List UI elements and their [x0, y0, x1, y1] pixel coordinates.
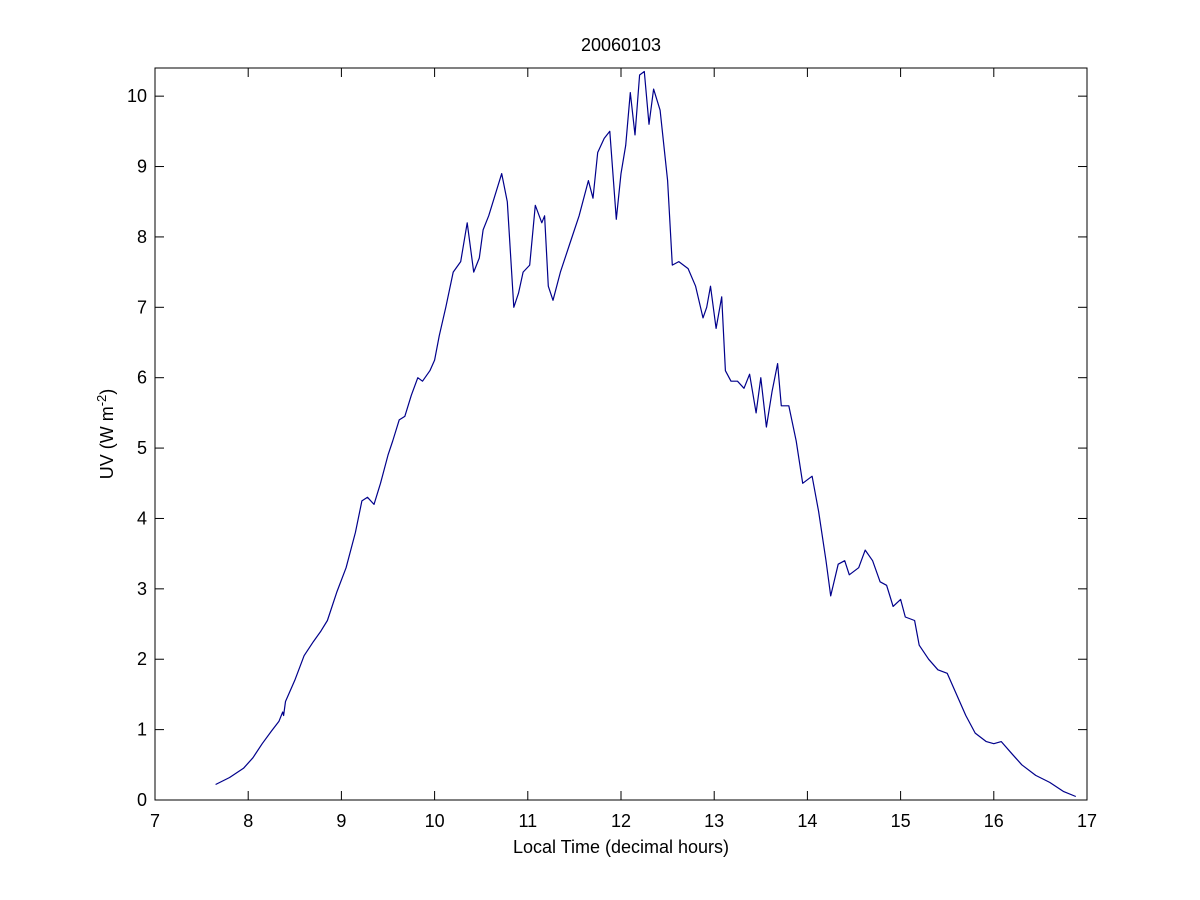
y-tick-label: 7 — [137, 297, 147, 317]
chart-title: 20060103 — [581, 35, 661, 55]
x-axis-label: Local Time (decimal hours) — [513, 837, 729, 857]
x-tick-label: 11 — [518, 811, 537, 831]
y-axis-label-exponent: -2 — [94, 395, 109, 407]
series-layer — [215, 70, 1077, 798]
y-axis-label: UV (W m-2) — [94, 389, 117, 480]
x-tick-label: 7 — [150, 811, 160, 831]
x-tick-label: 10 — [425, 811, 445, 831]
y-tick-label: 5 — [137, 438, 147, 458]
y-tick-label: 1 — [137, 720, 147, 740]
y-axis-label-main: UV (W m — [97, 406, 117, 479]
y-tick-label: 8 — [137, 227, 147, 247]
y-tick-label: 10 — [127, 86, 147, 106]
x-tick-label: 13 — [704, 811, 724, 831]
y-tick-label: 4 — [137, 508, 147, 528]
y-axis-label-suffix: ) — [97, 389, 117, 395]
y-tick-label: 9 — [137, 157, 147, 177]
y-tick-label: 0 — [137, 790, 147, 810]
x-tick-label: 15 — [891, 811, 911, 831]
y-tick-label: 2 — [137, 649, 147, 669]
x-tick-label: 9 — [336, 811, 346, 831]
uv-series-line — [215, 70, 1077, 798]
x-tick-label: 12 — [611, 811, 631, 831]
x-tick-label: 14 — [797, 811, 817, 831]
y-tick-label: 3 — [137, 579, 147, 599]
x-tick-label: 16 — [984, 811, 1004, 831]
y-tick-label: 6 — [137, 368, 147, 388]
x-tick-label: 17 — [1077, 811, 1097, 831]
x-tick-label: 8 — [243, 811, 253, 831]
